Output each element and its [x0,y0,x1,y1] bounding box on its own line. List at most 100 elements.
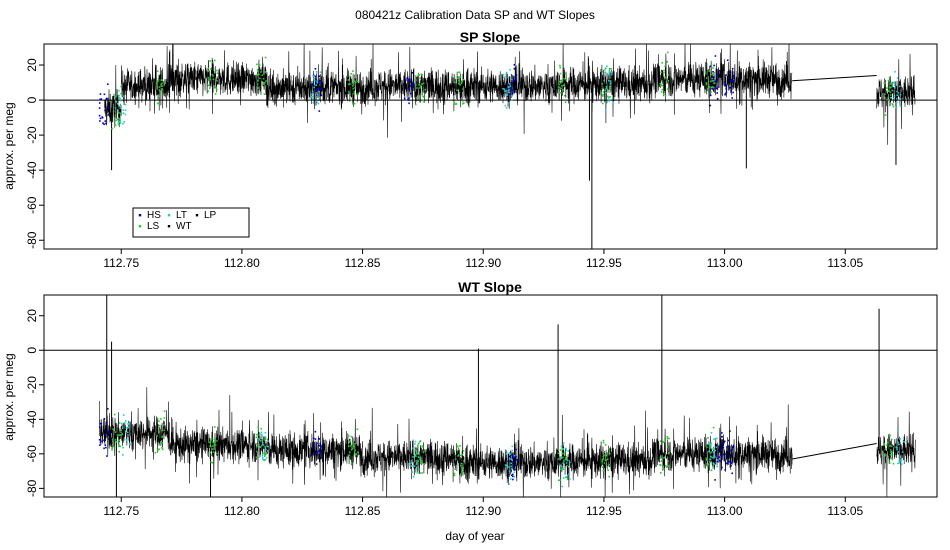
calibration-point-hs [716,75,718,77]
calibration-point-lt [513,454,516,457]
calibration-point-lt [311,95,313,98]
calibration-point-ls [891,82,893,84]
calibration-point-hs [716,87,718,90]
y-tick-label: 20 [25,309,39,323]
calibration-point-hs [103,93,106,96]
calibration-point-hs [718,69,720,72]
calibration-point-ls [454,103,456,105]
calibration-point-hs [106,455,108,457]
calibration-point-lt [890,97,892,99]
calibration-point-lt [508,89,510,91]
calibration-point-hs [99,444,101,446]
calibration-point-ls [161,85,164,87]
calibration-point-ls [663,457,665,459]
calibration-point-ls [348,445,350,448]
calibration-point-ls [456,89,458,92]
calibration-point-lt [511,445,514,448]
calibration-point-ls [114,106,117,109]
calibration-point-ls [602,93,605,96]
calibration-point-ls [214,444,217,446]
calibration-point-ls [354,86,356,89]
calibration-point-ls [601,82,604,85]
calibration-point-lt [261,441,264,444]
calibration-point-hs [99,120,101,122]
calibration-point-lt [313,86,315,89]
calibration-point-ls [352,447,354,450]
calibration-point-lt [261,433,263,436]
calibration-point-lt [899,438,901,440]
calibration-point-lt [895,106,898,109]
calibration-point-lt [260,431,263,434]
calibration-point-hs [107,438,110,440]
calibration-point-ls [565,455,568,458]
calibration-point-ls [263,452,265,454]
calibration-point-hs [512,478,514,481]
calibration-point-lt [899,456,901,458]
x-tick-label: 113.00 [707,504,743,518]
calibration-point-lt [312,102,315,104]
sp-slope-title: SP Slope [460,29,521,45]
calibration-point-lt [896,101,898,104]
calibration-point-ls [886,444,888,447]
calibration-point-ls [209,60,211,62]
calibration-point-hs [712,71,714,73]
calibration-point-ls [558,80,561,83]
calibration-point-lt [562,442,565,444]
calibration-point-ls [884,93,886,95]
calibration-point-ls [461,467,464,469]
calibration-point-ls [209,78,212,81]
calibration-point-lt [511,78,513,80]
calibration-point-hs [511,92,514,95]
calibration-point-hs [315,90,318,92]
calibration-point-ls [565,476,568,478]
calibration-point-ls [156,434,158,437]
x-tick-label: 112.90 [465,504,501,518]
calibration-point-lt [710,445,712,447]
calibration-point-ls [209,444,212,447]
calibration-point-lt [311,90,314,93]
calibration-point-ls [265,80,267,82]
calibration-point-ls [159,92,162,94]
calibration-point-ls [354,443,356,445]
calibration-point-hs [513,461,516,464]
calibration-point-lt [508,483,510,485]
calibration-point-ls [711,456,714,459]
calibration-point-ls [664,440,666,443]
calibration-point-lt [119,118,121,120]
calibration-point-lt [509,453,512,455]
calibration-point-ls [264,56,267,59]
calibration-point-lt [414,440,417,443]
calibration-point-ls [458,448,460,451]
calibration-point-ls [563,83,566,86]
calibration-point-lt [511,467,513,470]
calibration-point-hs [721,432,723,434]
calibration-point-lt [896,94,898,96]
calibration-point-ls [162,93,165,96]
calibration-point-ls [462,472,464,474]
calibration-point-hs [513,67,516,70]
legend-marker-ls [138,225,142,228]
plot-area [44,44,937,249]
calibration-point-lt [414,443,416,445]
calibration-point-ls [706,446,708,448]
calibration-point-ls [887,90,890,92]
calibration-point-hs [717,450,720,452]
calibration-point-ls [712,86,714,88]
sp-slope-panel: SP Slope approx. per meg 112.75 112.80 112… [2,29,938,270]
calibration-point-lt [714,456,716,458]
calibration-point-lt [713,455,715,457]
calibration-point-lt [506,464,508,467]
calibration-point-ls [661,62,663,64]
calibration-point-ls [458,80,460,82]
calibration-point-ls [605,463,608,466]
calibration-point-lt [258,437,260,440]
calibration-point-ls [453,81,456,84]
calibration-point-lt [503,88,506,90]
calibration-point-ls [712,67,714,69]
calibration-point-ls [565,457,567,460]
calibration-point-lt [603,79,605,82]
plot-frame [43,294,938,498]
calibration-point-lt [609,82,612,84]
calibration-point-ls [608,447,610,450]
calibration-point-lt [126,431,129,434]
